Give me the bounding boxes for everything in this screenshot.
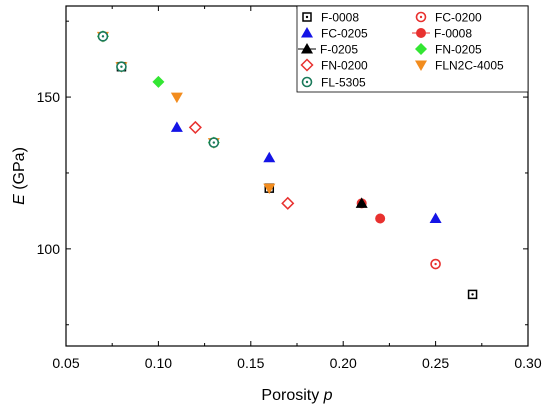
legend-label: F-0008: [434, 27, 472, 41]
data-point: [375, 213, 386, 224]
legend-marker-dot: [305, 15, 309, 19]
x-axis-title-text: Porosity: [261, 387, 323, 404]
legend-label: FC-0200: [435, 11, 482, 25]
legend-marker: [416, 28, 426, 38]
data-point: [263, 183, 276, 195]
legend-marker: [300, 58, 314, 72]
x-tick-label: 0.15: [237, 355, 264, 371]
x-tick-label: 0.10: [145, 355, 172, 371]
y-tick-label: 100: [37, 241, 61, 257]
data-point: [263, 151, 276, 163]
legend: F-0008 FC-0200 FC-0205 F-0008 F-0205 FN-0205 F…: [296, 5, 529, 93]
data-point: [170, 92, 183, 104]
y-tick-label: 150: [37, 89, 61, 105]
legend-label: FN-0200: [321, 59, 368, 73]
data-point-dot: [434, 262, 437, 266]
legend-marker: [301, 27, 313, 38]
legend-label: F-0205: [320, 43, 358, 57]
legend-marker: [301, 43, 313, 54]
data-point: [152, 75, 165, 88]
legend-label: FL-5305: [321, 76, 366, 90]
y-axis-title-text: (GPa): [11, 147, 28, 194]
legend-marker: [415, 43, 427, 55]
legend-box: [296, 5, 529, 93]
data-point: [281, 196, 295, 210]
y-axis-title-var: E: [11, 194, 28, 205]
x-tick-label: 0.20: [330, 355, 357, 371]
data-point: [188, 120, 202, 134]
legend-label: FN-0205: [435, 43, 482, 57]
legend-marker-dot: [419, 15, 423, 19]
y-axis-title: E (GPa): [11, 147, 28, 205]
data-point-dot: [101, 35, 105, 38]
x-tick-label: 0.05: [52, 355, 79, 371]
data-point: [355, 197, 368, 208]
data-point: [429, 212, 442, 223]
legend-label: FLN2C-4005: [435, 59, 504, 73]
data-point-dot: [212, 141, 216, 144]
x-tick-label: 0.25: [422, 355, 449, 371]
x-axis-title-var: p: [323, 387, 333, 404]
data-point-dot: [120, 65, 123, 68]
x-axis-title: Porosity p: [261, 387, 332, 404]
data-points: [96, 30, 478, 300]
data-point-dot: [471, 293, 474, 296]
legend-label: F-0008: [321, 11, 359, 25]
legend-label: FC-0205: [321, 27, 368, 41]
legend-marker: [415, 60, 427, 71]
data-point: [170, 121, 183, 132]
tick-labels: 0.05 0.10 0.15 0.20 0.25 0.30 100 150: [37, 89, 542, 371]
legend-marker-dot: [305, 80, 309, 84]
x-tick-label: 0.30: [514, 355, 541, 371]
